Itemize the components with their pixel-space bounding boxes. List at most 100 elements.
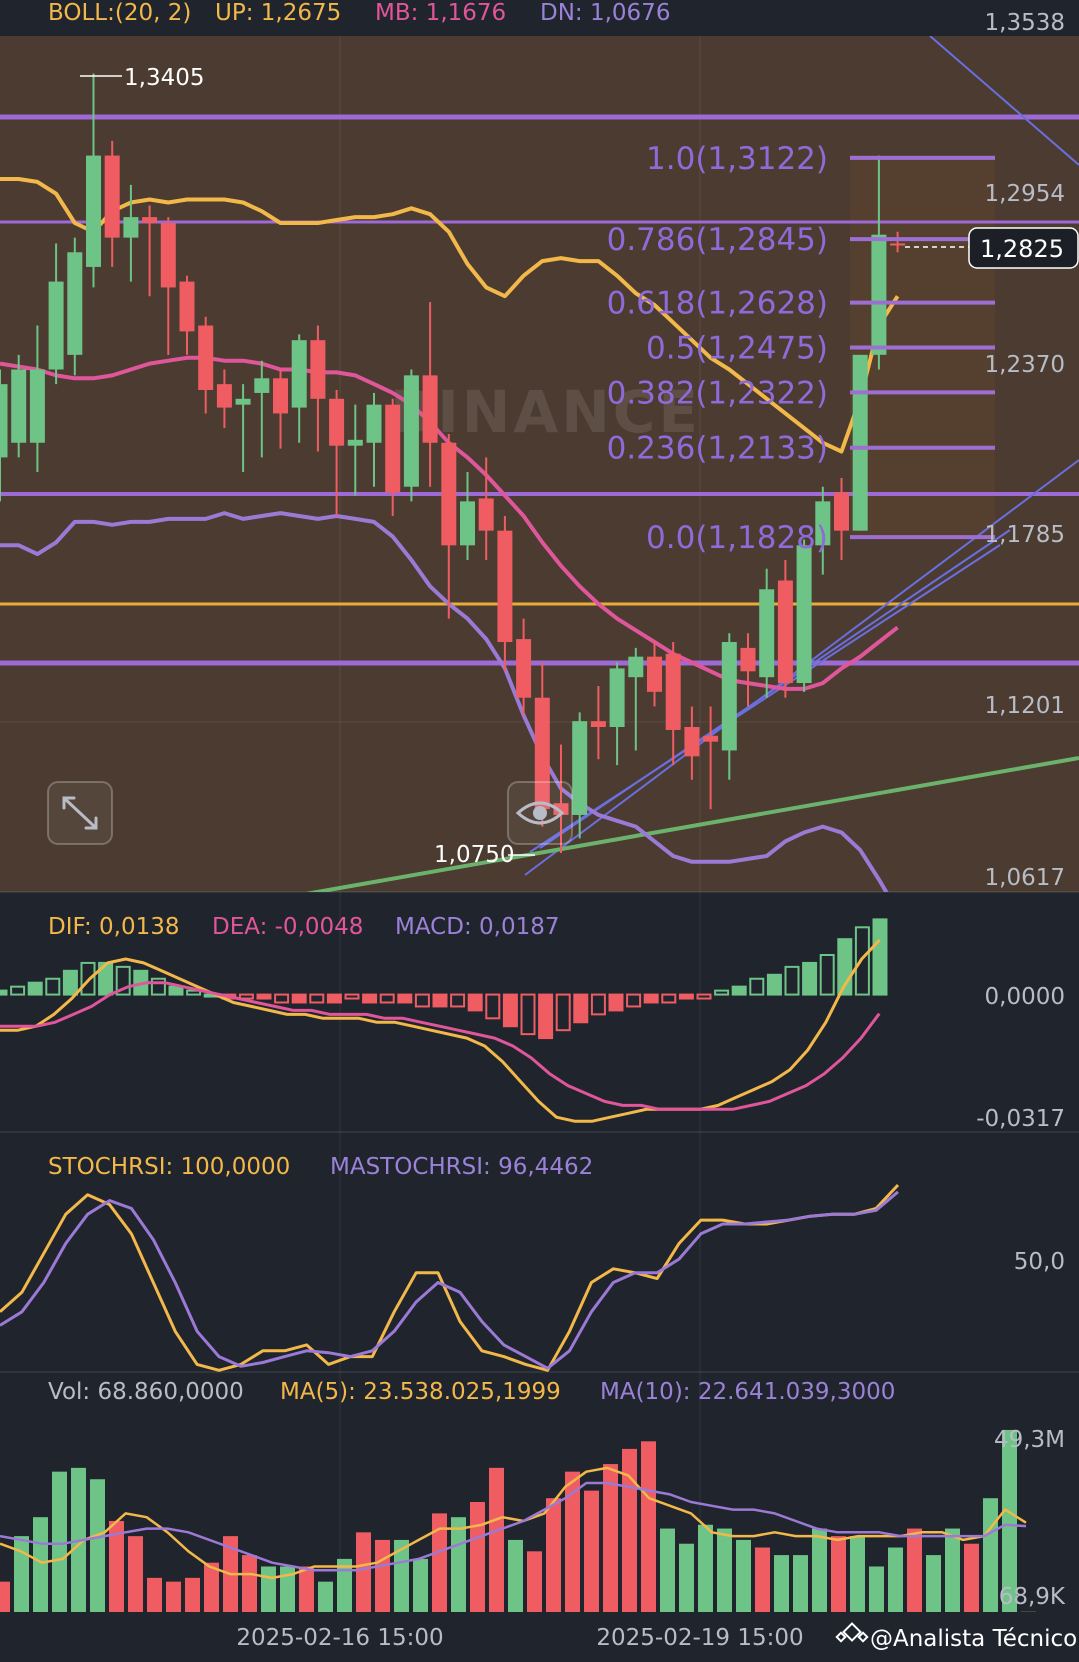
candle-down (329, 398, 345, 446)
candle-down (665, 653, 681, 730)
time-axis-label: 2025-02-16 15:00 (236, 1625, 443, 1651)
visibility-button[interactable] (507, 781, 573, 845)
macd-bar-up (0, 989, 8, 996)
volume-bar-down (470, 1502, 485, 1612)
volume-bar-down (128, 1536, 143, 1612)
expand-button[interactable] (47, 781, 113, 845)
volume-bar-down (831, 1536, 846, 1612)
volume-bar-up (793, 1555, 808, 1612)
fibonacci-retracement[interactable]: 1.0(1,3122) 0.786(1,2845) 0.618(1,2628) 0.5… (607, 141, 995, 556)
volume-bar-down (147, 1577, 162, 1612)
macd-bar-down (678, 993, 694, 1000)
macd-bar-up (766, 973, 782, 996)
volume-bar-up (90, 1479, 105, 1612)
volume-bar-up (736, 1539, 751, 1612)
macd-bar-down (450, 993, 466, 1008)
candles (0, 73, 906, 854)
candle-down (534, 697, 550, 810)
candle-down (385, 404, 401, 493)
price-axis-label: 1,3538 (985, 10, 1065, 36)
macd-bar-down (397, 993, 413, 1004)
credit-text: @Analista Técnico (870, 1626, 1077, 1652)
stochrsi-indicator (0, 1183, 900, 1372)
candle-down (553, 803, 569, 815)
volume-bar-down (0, 1581, 10, 1612)
macd-bar-down (696, 993, 712, 1000)
volume-bar-down (166, 1581, 181, 1612)
candle-up (403, 375, 419, 487)
candle-up (347, 439, 363, 446)
candle-up (796, 545, 812, 684)
macd-bar-down (362, 993, 378, 1004)
stoch-axis-label: 50,0 (1014, 1249, 1065, 1275)
volume-bar-up (812, 1528, 827, 1612)
candle-up (871, 234, 887, 355)
candle-down (890, 243, 906, 246)
candle-down (478, 498, 494, 531)
volume-bar-up (774, 1555, 789, 1612)
volume-bar-down (489, 1467, 504, 1612)
candle-up (852, 354, 868, 531)
volume-bar-up (33, 1517, 48, 1612)
volume-bar-down (603, 1464, 618, 1612)
macd-bar-up (62, 969, 78, 996)
volume-bar-down (584, 1490, 599, 1612)
credit: @Analista Técnico (835, 1622, 1077, 1652)
volume-bar-down (964, 1543, 979, 1612)
macd-bar-up (714, 989, 730, 996)
candle-up (366, 404, 382, 443)
macd-bar-up (854, 926, 870, 996)
vol-axis-label: 49,3M (994, 1427, 1065, 1453)
volume-bar-down (375, 1539, 390, 1612)
macd-axis-label: 0,0000 (985, 984, 1065, 1010)
macd-bar-down (555, 993, 571, 1032)
macd-bar-down (414, 993, 430, 1008)
candle-up (460, 501, 475, 546)
macd-bar-up (186, 989, 202, 996)
vol-ma10: MA(10): 22.641.039,3000 (600, 1379, 895, 1405)
candle-up (609, 668, 625, 728)
macd-bar-up (872, 918, 888, 996)
trendline-green (305, 756, 1079, 892)
volume-bar-down (356, 1532, 371, 1612)
volume-bar-up (717, 1528, 732, 1612)
candle-up (0, 384, 8, 458)
macd-bar-down (344, 993, 360, 1000)
price-axis-label: 1,1785 (985, 522, 1065, 548)
volume-bar-down (204, 1562, 219, 1612)
macd-bar-down (502, 993, 518, 1028)
candle-up (123, 217, 139, 238)
boll-label: BOLL:(20, 2) (48, 0, 191, 26)
macd-bar-up (115, 965, 131, 996)
candle-down (198, 325, 214, 391)
vol-value: Vol: 68.860,0000 (48, 1379, 244, 1405)
volume-bar-down (185, 1577, 200, 1612)
volume-bar-up (679, 1543, 694, 1612)
macd-bar-up (80, 961, 96, 996)
candle-down (647, 656, 662, 692)
macd-bar-down (309, 993, 325, 1004)
volume-bar-down (622, 1448, 637, 1612)
macd-bar-down (256, 993, 272, 1000)
vol-ma5-line (0, 1466, 1027, 1580)
candle-up (759, 589, 775, 678)
candle-up (29, 369, 45, 443)
macd-value: MACD: 0,0187 (395, 914, 559, 940)
volume-bar-down (565, 1471, 580, 1612)
high-marker-label: 1,3405 (124, 65, 204, 91)
candle-up (254, 378, 270, 393)
volume-bar-down (242, 1555, 257, 1612)
volume-bar-down (546, 1498, 561, 1612)
stoch-d: MASTOCHRSI: 96,4462 (330, 1154, 593, 1180)
time-axis-label: 2025-02-19 15:00 (596, 1625, 803, 1651)
candle-down (422, 375, 438, 443)
volume-bar-up (318, 1581, 333, 1612)
candle-up (235, 398, 251, 405)
candle-down (834, 492, 849, 531)
vol-header: Vol: 68.860,0000 MA(5): 23.538.025,1999 … (48, 1379, 895, 1405)
volume-indicator (0, 1429, 1036, 1612)
macd-bar-up (168, 985, 184, 996)
volume-bar-up (1002, 1429, 1017, 1612)
price-axis: 1,3538 1,2954 1,2370 1,1785 1,1201 1,061… (985, 10, 1065, 891)
